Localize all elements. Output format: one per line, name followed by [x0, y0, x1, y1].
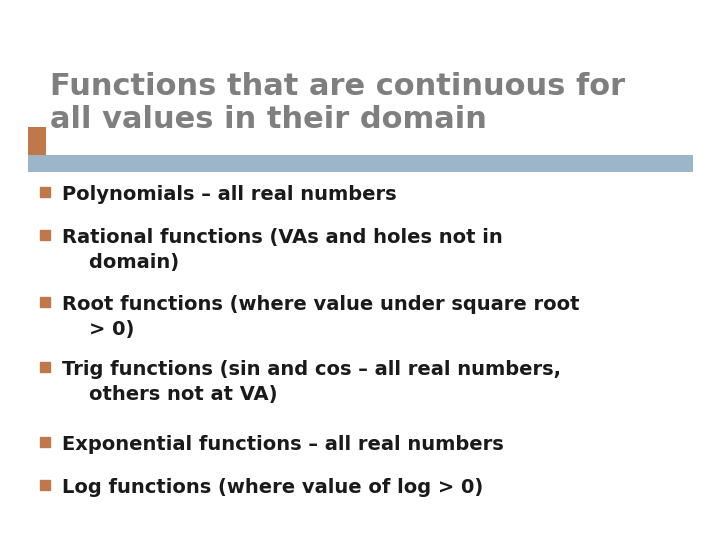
Text: Trig functions (sin and cos – all real numbers,
    others not at VA): Trig functions (sin and cos – all real n… [62, 360, 561, 404]
Bar [40, 480, 50, 490]
Bar [28, 127, 46, 162]
Bar [28, 155, 693, 172]
Bar [40, 362, 50, 372]
Bar [40, 187, 50, 197]
Bar [40, 230, 50, 240]
Text: Exponential functions – all real numbers: Exponential functions – all real numbers [62, 435, 504, 454]
Text: all values in their domain: all values in their domain [50, 105, 487, 134]
Text: Log functions (where value of log > 0): Log functions (where value of log > 0) [62, 478, 483, 497]
Text: Root functions (where value under square root
    > 0): Root functions (where value under square… [62, 295, 580, 339]
Text: Polynomials – all real numbers: Polynomials – all real numbers [62, 185, 397, 204]
Text: Functions that are continuous for: Functions that are continuous for [50, 72, 625, 101]
Bar [40, 437, 50, 447]
Bar [40, 297, 50, 307]
Text: Rational functions (VAs and holes not in
    domain): Rational functions (VAs and holes not in… [62, 228, 503, 272]
